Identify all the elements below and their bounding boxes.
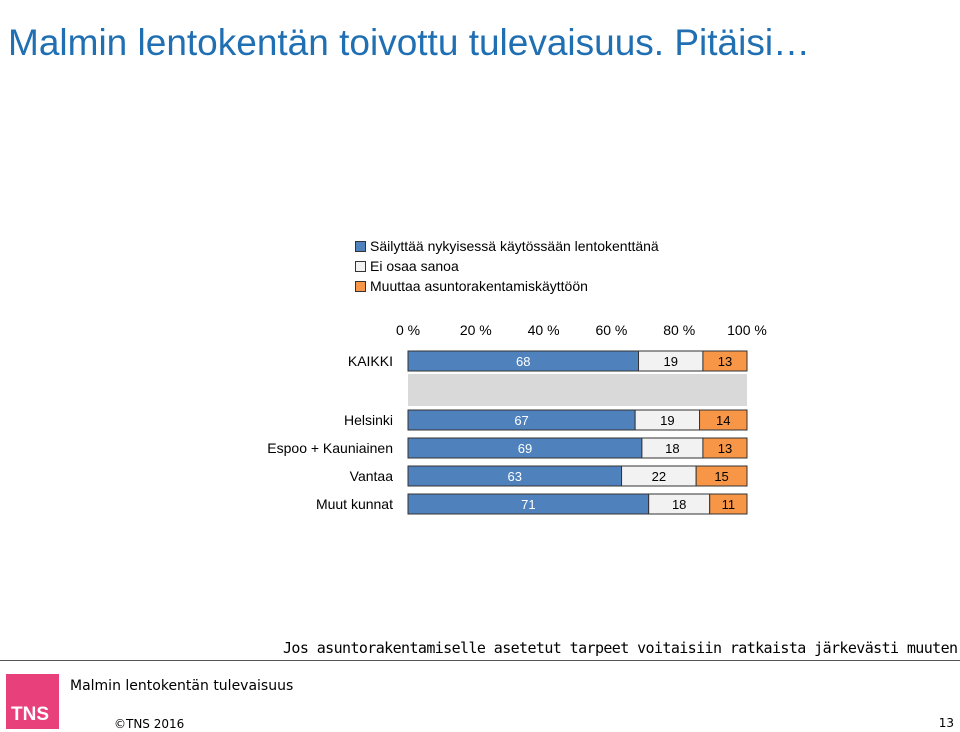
category-label: Muut kunnat <box>316 496 393 512</box>
data-label: 14 <box>716 413 730 428</box>
page-title: Malmin lentokentän toivottu tulevaisuus.… <box>8 22 811 63</box>
category-label: Espoo + Kauniainen <box>267 440 393 456</box>
tns-logo: TNS <box>6 674 59 729</box>
x-tick-label: 60 % <box>595 322 627 338</box>
data-label: 11 <box>722 497 736 512</box>
bar-segment <box>699 409 748 431</box>
bar-segment <box>709 493 748 515</box>
data-label: 63 <box>508 469 522 484</box>
x-tick-label: 20 % <box>460 322 492 338</box>
data-label: 68 <box>516 354 530 369</box>
data-label: 18 <box>672 497 686 512</box>
data-label: 19 <box>660 413 674 428</box>
data-label: 13 <box>718 354 732 369</box>
bar-segment <box>695 465 748 487</box>
legend-item-keep: Säilyttää nykyisessä käytössään lentoken… <box>355 236 659 256</box>
legend-item-dont-know: Ei osaa sanoa <box>355 256 659 276</box>
data-label: 71 <box>521 497 535 512</box>
legend-swatch-keep <box>355 240 366 252</box>
data-label: 22 <box>652 469 666 484</box>
total-row-band <box>408 374 747 406</box>
bar-segment <box>702 437 748 459</box>
category-label: Vantaa <box>350 468 394 484</box>
legend-label-dont-know: Ei osaa sanoa <box>370 258 459 274</box>
data-label: 19 <box>663 354 677 369</box>
legend-swatch-dont-know <box>355 260 366 272</box>
data-label: 13 <box>718 441 732 456</box>
category-label: Helsinki <box>344 412 393 428</box>
footer-divider <box>0 660 960 661</box>
category-label: KAIKKI <box>348 353 393 369</box>
footer-subtitle: Malmin lentokentän tulevaisuus <box>70 678 294 694</box>
x-tick-label: 80 % <box>663 322 695 338</box>
x-tick-label: 100 % <box>727 322 767 338</box>
legend-item-housing: Muuttaa asuntorakentamiskäyttöön <box>355 276 659 296</box>
x-tick-label: 0 % <box>396 322 420 338</box>
chart-legend: Säilyttää nykyisessä käytössään lentoken… <box>355 236 659 296</box>
legend-label-housing: Muuttaa asuntorakentamiskäyttöön <box>370 278 588 294</box>
x-tick-label: 40 % <box>528 322 560 338</box>
page-number: 13 <box>938 716 954 730</box>
data-label: 67 <box>514 413 528 428</box>
data-label: 18 <box>665 441 679 456</box>
logo-text: TNS <box>11 704 49 725</box>
bar-segment <box>702 350 748 372</box>
copyright: ©TNS 2016 <box>114 717 185 731</box>
data-label: 69 <box>518 441 532 456</box>
data-label: 15 <box>714 469 728 484</box>
footer-question: Jos asuntorakentamiselle asetetut tarpee… <box>283 639 958 657</box>
legend-swatch-housing <box>355 280 366 292</box>
legend-label-keep: Säilyttää nykyisessä käytössään lentoken… <box>370 238 659 254</box>
stacked-bar-chart: 0 % 20 % 40 % 60 % 80 % 100 % KAIKKI 68 19 13 Hels… <box>267 322 767 515</box>
